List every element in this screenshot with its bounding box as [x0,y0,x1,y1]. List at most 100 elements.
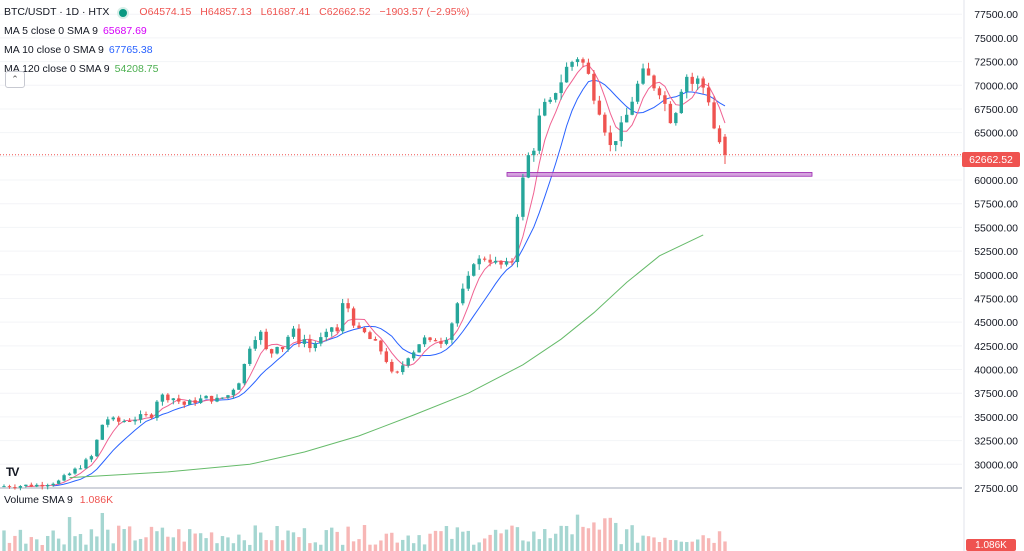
candle[interactable] [603,112,607,136]
candle[interactable] [592,70,596,105]
candle[interactable] [532,148,536,162]
candle[interactable] [313,341,318,352]
candle[interactable] [597,95,602,116]
candle[interactable] [575,57,580,67]
candle[interactable] [504,257,509,267]
candle[interactable] [330,326,334,337]
candle[interactable] [24,484,28,488]
candle[interactable] [324,328,328,342]
candle[interactable] [100,424,105,440]
candle[interactable] [379,339,383,355]
candle[interactable] [390,359,394,374]
candle[interactable] [466,271,470,291]
candle[interactable] [95,439,99,458]
candle[interactable] [319,332,323,347]
candle[interactable] [198,394,203,404]
candle[interactable] [259,330,263,345]
candle[interactable] [78,465,83,470]
candle[interactable] [461,283,465,306]
candle[interactable] [455,302,460,327]
candle[interactable] [477,255,481,270]
candle[interactable] [646,62,651,76]
candle[interactable] [395,370,399,374]
candle[interactable] [695,75,700,90]
candle[interactable] [111,416,115,422]
candle[interactable] [204,395,208,399]
candle[interactable] [226,394,230,400]
candle[interactable] [220,397,225,399]
candle[interactable] [171,397,176,405]
candle[interactable] [515,214,520,268]
candle[interactable] [521,173,525,221]
candle[interactable] [35,483,39,488]
candle[interactable] [138,410,143,424]
candle[interactable] [182,401,186,409]
candle[interactable] [368,330,372,340]
candle[interactable] [264,328,268,351]
candle[interactable] [450,322,454,344]
candle[interactable] [384,347,389,364]
candle[interactable] [231,388,236,399]
candle[interactable] [193,397,197,406]
candle[interactable] [624,107,629,123]
candle[interactable] [237,382,241,390]
candle[interactable] [269,348,274,358]
candle[interactable] [586,58,591,75]
candle[interactable] [302,334,307,348]
candle[interactable] [340,298,345,334]
candle[interactable] [149,413,154,420]
candle[interactable] [690,72,694,91]
candle[interactable] [346,298,350,313]
candle[interactable] [543,98,547,117]
candles[interactable] [2,57,727,491]
candle[interactable] [335,324,339,334]
ma10-row[interactable]: MA 10 close 0 SMA 9 67765.38 [4,41,469,60]
candle[interactable] [362,327,367,334]
support-zone-rect[interactable] [506,172,813,177]
candle[interactable] [608,125,612,152]
candle[interactable] [166,393,170,403]
candle[interactable] [29,482,34,488]
ma120-row[interactable]: MA 120 close 0 SMA 9 54208.75 [4,60,469,79]
candle[interactable] [13,484,17,490]
candle[interactable] [428,336,432,343]
ma5-row[interactable]: MA 5 close 0 SMA 9 65687.69 [4,22,469,41]
candle[interactable] [472,262,476,277]
candle[interactable] [84,457,88,470]
candle[interactable] [122,419,126,423]
candle[interactable] [570,60,574,71]
candle[interactable] [177,394,181,405]
candle[interactable] [663,91,667,112]
candle[interactable] [614,141,618,152]
candle[interactable] [422,335,427,347]
candle[interactable] [73,467,77,475]
candle[interactable] [67,472,72,476]
candle[interactable] [242,363,247,386]
candle[interactable] [679,89,683,114]
candle[interactable] [286,334,290,352]
candle[interactable] [553,92,558,103]
candle[interactable] [668,101,673,124]
candle[interactable] [155,400,159,421]
candle[interactable] [581,57,585,68]
candle[interactable] [248,346,252,366]
candle[interactable] [717,125,722,144]
candle[interactable] [712,95,716,130]
candle[interactable] [127,418,132,423]
candle[interactable] [619,116,623,147]
candle[interactable] [499,260,503,269]
candle[interactable] [280,346,285,353]
candle[interactable] [89,454,94,463]
candle[interactable] [51,482,55,487]
collapse-legend-button[interactable]: ⌃ [5,71,25,88]
candle[interactable] [417,344,421,353]
candle[interactable] [674,111,678,126]
support-zone[interactable] [506,172,813,177]
candle[interactable] [706,82,711,106]
candle[interactable] [160,393,165,406]
candle[interactable] [308,334,312,353]
volume-legend[interactable]: Volume SMA 9 1.086K [4,494,113,506]
candle[interactable] [18,485,23,491]
price-axis[interactable]: 77500.00 75000.00 72500.00 70000.00 67500.00… [962,0,1024,551]
candle[interactable] [275,346,279,355]
